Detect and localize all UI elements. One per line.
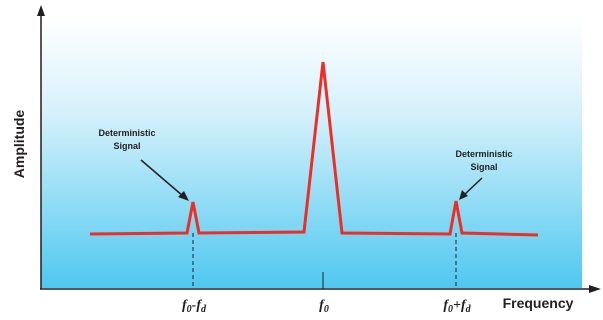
annotation-right-line2: Signal <box>470 162 497 172</box>
annotation-left-arrowhead-icon <box>178 191 189 201</box>
annotation-left-line2: Signal <box>113 141 140 151</box>
tick-label-f0-plus-fd: f0+fd <box>443 298 471 315</box>
x-axis-arrow-icon <box>589 285 601 293</box>
y-axis-arrow-icon <box>37 5 45 16</box>
signal-trace <box>89 61 539 237</box>
annotation-right-line1: Deterministic <box>455 149 512 159</box>
tick-label-f0: f0 <box>319 298 329 315</box>
annotation-right-arrow-line <box>463 177 483 196</box>
annotation-right-arrowhead-icon <box>459 190 468 200</box>
annotation-left-arrow-line <box>140 159 184 197</box>
x-axis-title: Frequency <box>503 295 574 311</box>
annotation-left-line1: Deterministic <box>98 128 155 138</box>
y-axis-title: Amplitude <box>11 110 27 179</box>
tick-label-f0-minus-fd: f0-fd <box>182 298 207 315</box>
